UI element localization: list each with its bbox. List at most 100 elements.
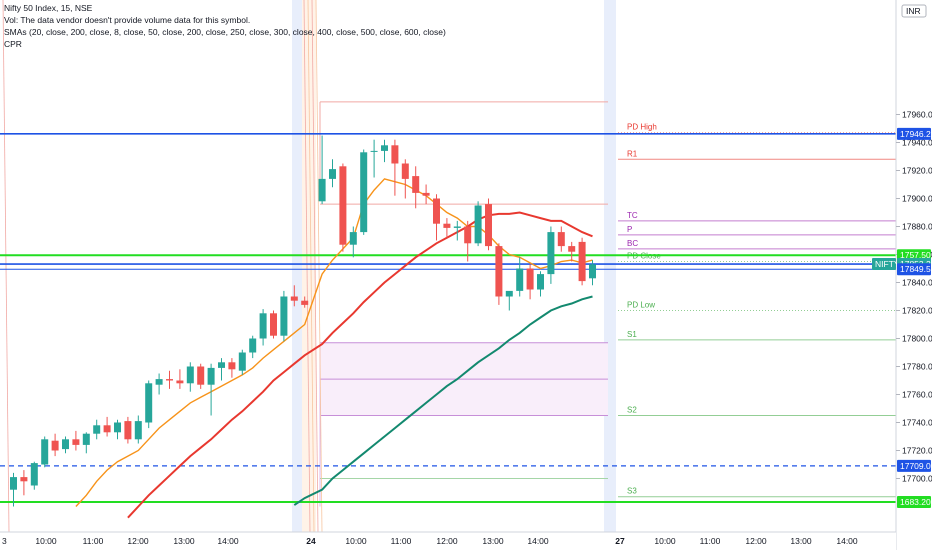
legend-volume-note[interactable]: Vol: The data vendor doesn't provide vol… [4,15,251,25]
y-tick-label-9: 17880.00 [902,222,932,232]
candle-body-23 [249,338,257,353]
tag-price-line-0: 17946.20 [900,129,932,139]
candle-body-10 [114,422,121,433]
cpr-level-label-4: BC [627,239,638,248]
candle-body-39 [422,192,430,196]
candle-body-0 [10,477,17,490]
tag-price-line-2: 17709.00 [900,461,932,471]
feed-line-1 [307,0,315,533]
x-tick-label-7: 10:00 [345,536,367,546]
session-band-1 [292,0,302,532]
y-tick-label-7: 17840.00 [902,278,932,288]
candle-body-29 [318,178,326,202]
candle-body-4 [51,440,59,451]
x-tick-label-0: 3 [2,536,7,546]
y-tick-label-5: 17800.00 [902,334,932,344]
chart-legend: Nifty 50 Index, 15, NSE Vol: The data ve… [4,2,446,50]
candle-body-54 [578,241,586,282]
x-tick-label-12: 27 [615,536,625,546]
candle-body-50 [537,274,544,290]
candle-body-1 [20,477,28,482]
cpr-level-label-1: R1 [627,149,638,158]
y-tick-label-0: 17700.00 [902,474,932,484]
cpr-level-label-0: PD High [627,123,657,132]
candle-body-5 [62,439,69,450]
candle-body-28 [301,300,309,305]
candle-body-17 [186,366,194,384]
tag-symbol-bg [872,258,896,271]
cpr-level-label-2: TC [627,211,638,220]
candle-body-53 [568,246,576,252]
tag-price-line-2-bg [897,459,931,472]
feed-line-0 [303,0,311,533]
candle-body-27 [290,296,298,301]
candle-body-51 [547,232,555,275]
candle-body-15 [166,379,173,381]
candle-body-21 [228,362,236,370]
x-tick-label-10: 13:00 [482,536,504,546]
candle-body-6 [72,439,80,445]
x-tick-label-13: 10:00 [654,536,676,546]
x-tick-label-5: 14:00 [217,536,239,546]
legend-title[interactable]: Nifty 50 Index, 15, NSE [4,3,93,13]
candle-body-26 [280,296,288,336]
x-tick-label-17: 14:00 [836,536,858,546]
candle-body-30 [329,169,336,179]
candle-body-38 [412,176,420,193]
sma-line-1 [127,211,593,519]
sma-line-2 [293,295,593,506]
candle-body-37 [401,163,409,179]
y-tick-label-2: 17740.00 [902,418,932,428]
candle-body-19 [207,367,215,385]
cpr-level-label-6: PD Low [627,301,655,310]
candle-body-20 [218,362,225,368]
candle-body-45 [485,204,492,247]
candle-body-49 [526,268,534,290]
x-tick-label-4: 13:00 [173,536,195,546]
tag-last-price: 17849.50 [900,264,932,274]
candle-body-34 [370,150,378,152]
candle-body-40 [433,198,440,224]
x-tick-label-6: 24 [306,536,316,546]
candle-body-24 [259,313,267,339]
y-tick-label-3: 17760.00 [902,390,932,400]
candle-body-18 [197,366,205,385]
candle-body-11 [124,421,132,440]
tag-last-price-bg [897,263,931,276]
candle-body-7 [82,433,90,445]
x-tick-label-2: 11:00 [83,536,104,546]
candle-body-55 [589,264,596,279]
cpr-level-label-7: S1 [627,330,637,339]
candle-body-52 [557,232,565,247]
legend-cpr[interactable]: CPR [4,39,22,49]
candle-body-32 [349,232,357,245]
cpr-level-label-9: S3 [627,487,637,496]
x-tick-label-16: 13:00 [790,536,812,546]
candle-body-42 [453,226,461,228]
candle-body-8 [93,425,101,434]
y-tick-label-12: 17940.00 [902,138,932,148]
y-tick-label-1: 17720.00 [902,446,932,456]
candle-body-48 [516,268,524,291]
candle-body-14 [155,379,163,385]
candle-body-33 [360,152,368,233]
candle-body-12 [134,421,142,440]
sma-line-0 [75,178,593,507]
tag-price-line-0-bg [897,127,931,140]
tag-green-line-1: 1683.20 [900,497,931,507]
tag-green-line-1-bg [897,496,931,509]
candle-body-47 [505,290,513,297]
legend-sma-list[interactable]: SMAs (20, close, 200, close, 8, close, 5… [4,27,446,37]
candle-body-44 [474,205,482,244]
y-tick-label-13: 17960.00 [902,110,932,120]
x-tick-label-3: 12:00 [127,536,149,546]
candle-body-13 [145,383,153,423]
x-tick-label-8: 11:00 [391,536,412,546]
tag-green-line-0: 1757.50 [900,250,931,260]
candle-body-46 [495,246,503,297]
candle-body-41 [443,223,451,228]
candle-body-22 [238,352,246,371]
candle-body-25 [270,313,277,336]
